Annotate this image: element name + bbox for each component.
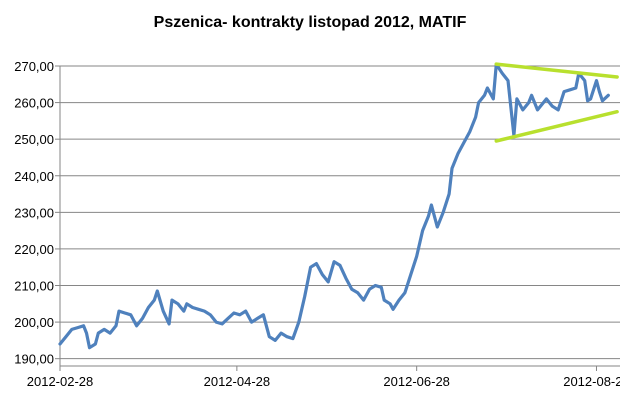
y-tick-label: 260,00	[14, 96, 54, 111]
y-tick-label: 250,00	[14, 132, 54, 147]
x-tick-label: 2012-04-28	[204, 374, 271, 389]
y-tick-label: 240,00	[14, 169, 54, 184]
y-tick-label: 190,00	[14, 352, 54, 367]
x-tick-label: 2012-06-28	[383, 374, 450, 389]
x-tick-label: 2012-08-28	[563, 374, 620, 389]
y-tick-label: 210,00	[14, 279, 54, 294]
y-axis-tick-labels: 190,00 200,00 210,00 220,00 230,00 240,00 250,…	[14, 59, 54, 367]
x-axis-tick-labels: 2012-02-28 2012-04-28 2012-06-28 2012-08-28	[27, 374, 620, 389]
trendline-upper	[494, 62, 619, 79]
series-line-1	[58, 62, 610, 350]
y-tick-label: 220,00	[14, 242, 54, 257]
y-tick-label: 230,00	[14, 205, 54, 220]
x-tick-label: 2012-02-28	[27, 374, 94, 389]
trendline-lower	[494, 109, 619, 143]
axes	[55, 65, 620, 371]
chart-title: Pszenica- kontrakty listopad 2012, MATIF	[154, 14, 467, 31]
series-layer	[58, 62, 610, 350]
annotation-layer	[494, 62, 619, 143]
y-tick-label: 270,00	[14, 59, 54, 74]
y-tick-label: 200,00	[14, 315, 54, 330]
gridlines	[60, 65, 620, 360]
